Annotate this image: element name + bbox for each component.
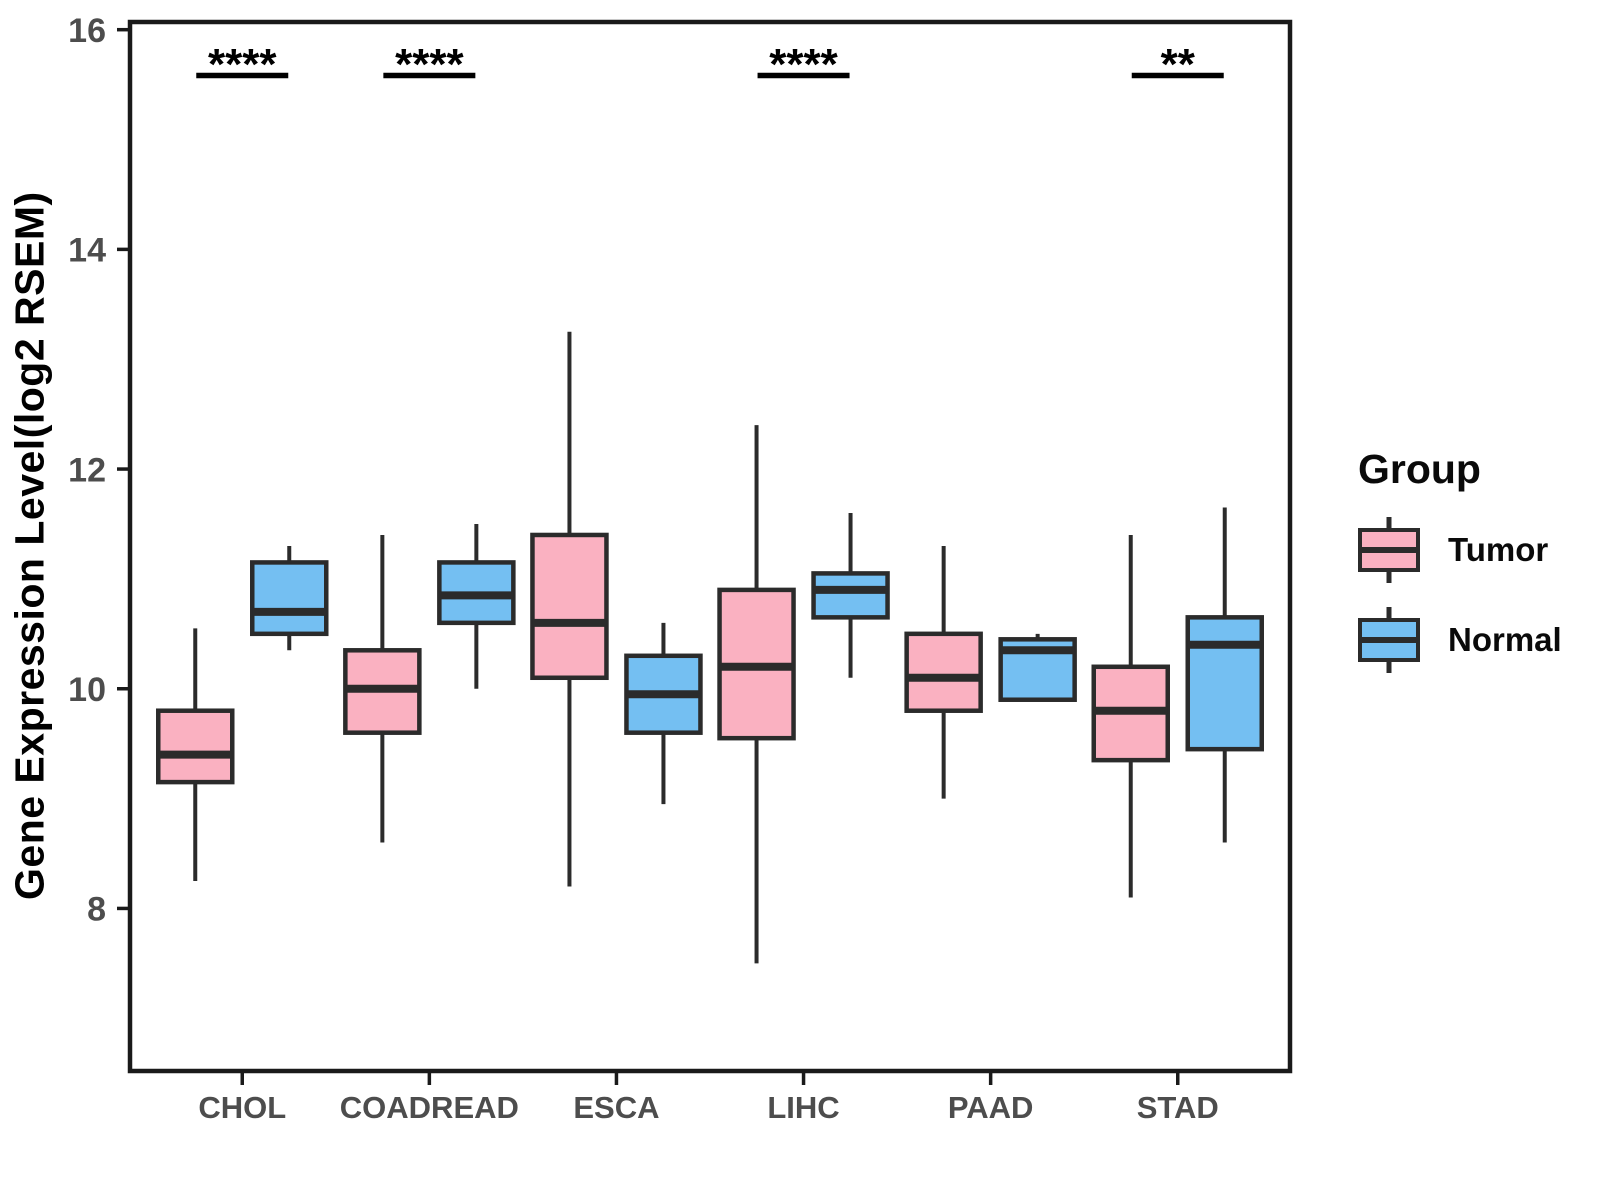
y-tick-label-14: 14 [68,232,106,270]
key-box-tumor [1358,528,1420,572]
legend-row-normal: Normal [1358,607,1562,673]
box-esca-tumor [530,532,609,681]
key-box-normal [1358,618,1420,662]
legend-row-tumor: Tumor [1358,517,1562,583]
box-chol-tumor [156,708,235,785]
panel-border [127,19,1293,1074]
tumor-boxplot-key-icon [1358,517,1420,583]
key-whisker-top [1386,607,1392,620]
significance-stars-stad: ** [1161,40,1196,89]
box-paad-tumor [904,631,983,713]
box-chol-normal [250,560,329,637]
x-axis-label-esca: ESCA [573,1090,659,1125]
key-median [1362,547,1416,553]
key-whisker-top [1386,517,1392,530]
normal-boxplot-key-icon [1358,607,1420,673]
box-lihc-normal [811,571,890,620]
boxplot-paad-tumor [904,545,983,799]
x-axis-label-coadread: COADREAD [340,1090,519,1125]
boxplot-esca-normal [624,622,703,805]
x-axis-label-paad: PAAD [948,1090,1034,1125]
boxplot-lihc-normal [811,512,890,678]
boxplot-lihc-tumor [717,425,796,964]
legend-label-tumor: Tumor [1448,531,1549,568]
y-axis-title: Gene Expression Level(log2 RSEM) [6,191,53,901]
boxplot-stad-tumor [1091,534,1170,898]
x-axis-label-chol: CHOL [198,1090,286,1125]
legend: Group Tumor Normal [1358,446,1562,673]
significance-stars-lihc: **** [769,40,838,89]
boxplot-chol-tumor [156,628,235,881]
box-stad-normal [1185,615,1264,752]
significance-stars-coadread: **** [395,40,464,89]
boxplot-chol-normal [250,545,329,651]
boxplot-paad-normal [998,633,1077,702]
x-axis-label-lihc: LIHC [767,1090,839,1125]
boxplot-coadread-tumor [343,534,422,843]
y-tick-label-16: 16 [68,12,106,50]
y-tick-label-10: 10 [68,671,106,709]
boxplot-coadread-normal [437,523,516,689]
key-whisker-bottom [1386,660,1392,673]
significance-stars-chol: **** [208,40,277,89]
legend-title: Group [1358,446,1481,492]
y-tick-label-12: 12 [68,451,106,489]
key-median [1362,637,1416,643]
key-whisker-bottom [1386,570,1392,583]
legend-label-normal: Normal [1448,621,1562,658]
boxplot-stad-normal [1185,507,1264,843]
y-tick-label-8: 8 [87,891,106,929]
boxplot-esca-tumor [530,331,609,887]
x-axis-label-stad: STAD [1137,1090,1219,1125]
